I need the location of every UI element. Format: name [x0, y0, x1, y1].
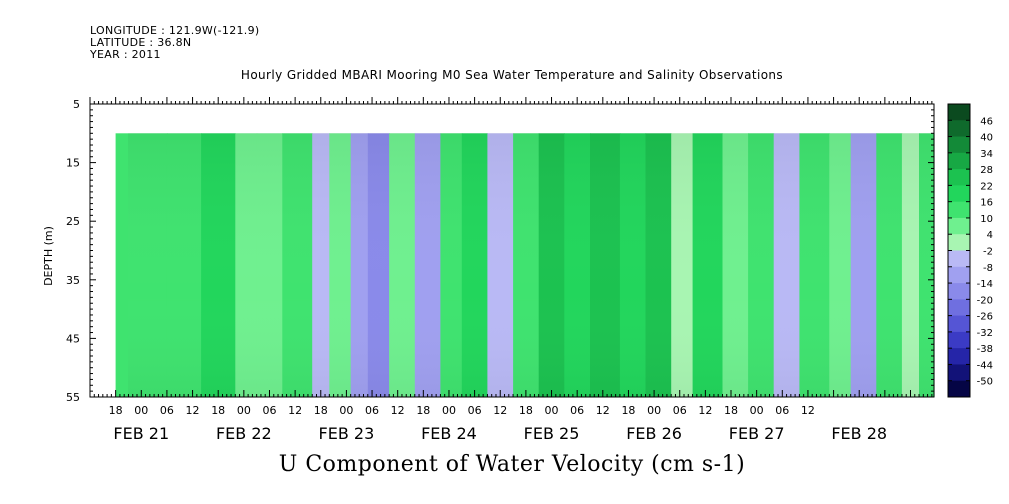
x-tick-label: 00: [750, 404, 764, 417]
depth-shading: [128, 133, 934, 397]
colorbar-label: -14: [977, 279, 993, 290]
colorbar: 46 40 34 28 22 16 10 4 -2 -8 -14 -20 -26 -32 -38 -44 -50: [947, 103, 993, 398]
colorbar-swatch: [948, 331, 970, 349]
colorbar-label: 22: [980, 181, 993, 192]
colorbar-swatch: [948, 104, 970, 121]
colorbar-label: -32: [977, 328, 993, 339]
longitude-label: LONGITUDE : 121.9W(-121.9): [90, 24, 260, 37]
x-date-label: FEB 21: [113, 424, 169, 443]
colorbar-label: -44: [977, 360, 993, 371]
x-tick-label: 06: [673, 404, 687, 417]
x-date-label: FEB 23: [319, 424, 375, 443]
colorbar-swatch: [948, 299, 970, 317]
colorbar-swatch: [948, 380, 970, 398]
colorbar-label: 34: [980, 149, 993, 160]
x-date-label: FEB 22: [216, 424, 272, 443]
x-axis-title: U Component of Water Velocity (cm s-1): [278, 452, 746, 477]
colorbar-swatch: [948, 201, 970, 219]
x-tick-label: 12: [596, 404, 610, 417]
x-tick-label: 00: [647, 404, 661, 417]
colorbar-label: 46: [980, 116, 993, 127]
colorbar-swatch: [948, 152, 970, 170]
year-label: YEAR : 2011: [90, 48, 161, 61]
colorbar-swatch: [948, 120, 970, 137]
x-tick-label: 06: [365, 404, 379, 417]
x-tick-label: 06: [570, 404, 584, 417]
colorbar-label: -26: [977, 312, 993, 323]
x-tick-label: 00: [134, 404, 148, 417]
x-tick-label: 18: [211, 404, 225, 417]
x-date-label: FEB 24: [421, 424, 477, 443]
latitude-label: LATITUDE : 36.8N: [90, 36, 192, 49]
colorbar-label: 40: [980, 133, 993, 144]
x-tick-label: 12: [698, 404, 712, 417]
x-tick-label: 00: [442, 404, 456, 417]
x-tick-label: 06: [160, 404, 174, 417]
x-date-label: FEB 28: [831, 424, 887, 443]
colorbar-label: 16: [980, 198, 993, 209]
y-tick-label: 15: [66, 157, 80, 170]
x-date-label: FEB 25: [524, 424, 580, 443]
x-tick-label: 18: [109, 404, 123, 417]
colorbar-swatch: [948, 169, 970, 186]
x-tick-label: 06: [775, 404, 789, 417]
colorbar-label: 28: [980, 165, 993, 176]
x-tick-label: 00: [545, 404, 559, 417]
colorbar-swatch: [948, 348, 970, 365]
y-tick-label: 45: [66, 332, 80, 345]
x-tick-label: 12: [391, 404, 405, 417]
colorbar-label: -38: [977, 344, 993, 355]
colorbar-swatch: [948, 283, 970, 300]
x-tick-label: 12: [801, 404, 815, 417]
heatmap-chart: 5 15 25 35 45 55 18 00 06 12 18 00 06 12 18 00 06 12 18 00…: [42, 97, 993, 443]
y-axis: 5 15 25 35 45 55: [66, 98, 934, 404]
colorbar-label: -50: [977, 377, 993, 388]
colorbar-label: -20: [977, 295, 993, 306]
y-tick-label: 5: [73, 98, 80, 111]
x-tick-label: 18: [416, 404, 430, 417]
x-date-label: FEB 26: [626, 424, 682, 443]
colorbar-swatch: [948, 250, 970, 268]
colorbar-swatch: [948, 217, 970, 235]
chart-title: Hourly Gridded MBARI Mooring M0 Sea Wate…: [240, 68, 784, 82]
colorbar-label: 4: [987, 230, 993, 241]
colorbar-swatch: [948, 266, 970, 284]
x-tick-label: 12: [493, 404, 507, 417]
x-tick-label: 00: [237, 404, 251, 417]
colorbar-swatch: [948, 315, 970, 333]
x-axis: 18 00 06 12 18 00 06 12 18 00 06 12 18 00 06 12 18 00 06 12…: [89, 97, 933, 443]
colorbar-swatch: [948, 136, 970, 154]
x-tick-label: 18: [314, 404, 328, 417]
x-tick-label: 12: [288, 404, 302, 417]
x-tick-label: 00: [339, 404, 353, 417]
y-tick-label: 25: [66, 215, 80, 228]
x-tick-label: 18: [724, 404, 738, 417]
y-tick-label: 55: [66, 391, 80, 404]
x-tick-label: 18: [621, 404, 635, 417]
x-date-label: FEB 27: [729, 424, 785, 443]
x-tick-label: 18: [519, 404, 533, 417]
x-tick-label: 06: [262, 404, 276, 417]
colorbar-swatch: [948, 364, 970, 382]
colorbar-swatch: [948, 185, 970, 203]
colorbar-label: -8: [983, 263, 993, 274]
colorbar-label: 10: [980, 214, 993, 225]
x-tick-label: 12: [186, 404, 200, 417]
colorbar-swatch: [948, 234, 970, 251]
x-tick-label: 06: [468, 404, 482, 417]
y-tick-label: 35: [66, 274, 80, 287]
y-axis-label: DEPTH (m): [42, 226, 55, 286]
colorbar-label: -2: [983, 247, 993, 258]
